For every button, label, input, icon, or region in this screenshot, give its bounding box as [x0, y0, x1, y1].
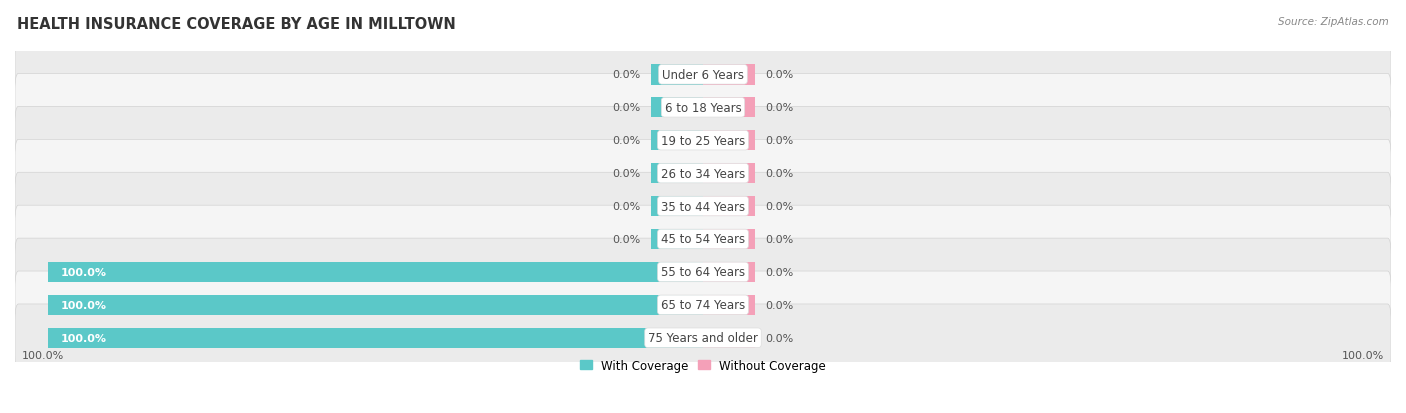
Text: 0.0%: 0.0% [613, 136, 641, 146]
Bar [651, 164, 703, 184]
Text: 0.0%: 0.0% [765, 235, 793, 244]
FancyBboxPatch shape [15, 271, 1391, 339]
Text: 65 to 74 Years: 65 to 74 Years [661, 299, 745, 311]
FancyBboxPatch shape [15, 206, 1391, 273]
FancyBboxPatch shape [15, 74, 1391, 142]
Text: 0.0%: 0.0% [765, 267, 793, 277]
Text: 26 to 34 Years: 26 to 34 Years [661, 167, 745, 180]
Text: 0.0%: 0.0% [765, 202, 793, 211]
Bar [703, 229, 755, 249]
Bar [703, 131, 755, 151]
Text: 100.0%: 100.0% [1343, 350, 1385, 360]
Bar [703, 65, 755, 85]
Legend: With Coverage, Without Coverage: With Coverage, Without Coverage [575, 354, 831, 377]
Bar [703, 98, 755, 118]
Text: 0.0%: 0.0% [765, 70, 793, 80]
Text: Source: ZipAtlas.com: Source: ZipAtlas.com [1278, 17, 1389, 26]
Text: 19 to 25 Years: 19 to 25 Years [661, 134, 745, 147]
Bar [703, 196, 755, 217]
Bar [651, 98, 703, 118]
Text: 0.0%: 0.0% [613, 235, 641, 244]
Bar [651, 131, 703, 151]
Bar [651, 229, 703, 249]
FancyBboxPatch shape [15, 140, 1391, 207]
Text: 0.0%: 0.0% [613, 70, 641, 80]
Text: 0.0%: 0.0% [613, 169, 641, 179]
Text: 100.0%: 100.0% [60, 300, 107, 310]
Bar [651, 65, 703, 85]
Text: 0.0%: 0.0% [765, 333, 793, 343]
Bar [48, 262, 703, 282]
Text: 100.0%: 100.0% [60, 333, 107, 343]
Bar [703, 328, 755, 348]
Bar [703, 262, 755, 282]
Bar [48, 328, 703, 348]
Text: 100.0%: 100.0% [60, 267, 107, 277]
FancyBboxPatch shape [15, 304, 1391, 372]
Text: 35 to 44 Years: 35 to 44 Years [661, 200, 745, 213]
Text: 75 Years and older: 75 Years and older [648, 332, 758, 344]
Text: 0.0%: 0.0% [613, 202, 641, 211]
Text: 45 to 54 Years: 45 to 54 Years [661, 233, 745, 246]
Text: 0.0%: 0.0% [765, 136, 793, 146]
Text: 0.0%: 0.0% [613, 103, 641, 113]
Bar [703, 295, 755, 315]
Text: 0.0%: 0.0% [765, 300, 793, 310]
FancyBboxPatch shape [15, 107, 1391, 175]
Bar [651, 196, 703, 217]
Bar [48, 295, 703, 315]
Text: 0.0%: 0.0% [765, 169, 793, 179]
FancyBboxPatch shape [15, 41, 1391, 109]
Text: 100.0%: 100.0% [21, 350, 63, 360]
Bar [703, 164, 755, 184]
FancyBboxPatch shape [15, 173, 1391, 240]
Text: 55 to 64 Years: 55 to 64 Years [661, 266, 745, 279]
Text: Under 6 Years: Under 6 Years [662, 69, 744, 82]
Text: 0.0%: 0.0% [765, 103, 793, 113]
Text: HEALTH INSURANCE COVERAGE BY AGE IN MILLTOWN: HEALTH INSURANCE COVERAGE BY AGE IN MILL… [17, 17, 456, 31]
FancyBboxPatch shape [15, 239, 1391, 306]
Text: 6 to 18 Years: 6 to 18 Years [665, 102, 741, 114]
